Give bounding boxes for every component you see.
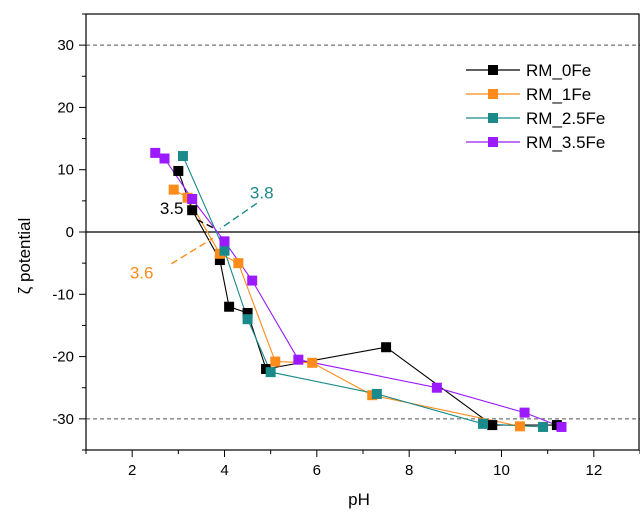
- data-point: [233, 258, 244, 269]
- data-point: [168, 184, 179, 195]
- legend-marker: [488, 89, 498, 99]
- legend: RM_0Fe RM_1Fe RM_2.5Fe RM_3.5Fe: [466, 61, 605, 152]
- data-point: [242, 314, 253, 325]
- data-point: [219, 245, 230, 256]
- annotation-label: 3.8: [250, 183, 274, 202]
- x-tick-label: 12: [585, 462, 602, 479]
- annotation-leader: [219, 202, 258, 230]
- x-tick-label: 10: [493, 462, 510, 479]
- x-tick-label: 2: [128, 462, 136, 479]
- data-point: [538, 421, 549, 432]
- data-point: [173, 165, 184, 176]
- data-point: [150, 147, 161, 158]
- y-tick-label: 10: [57, 162, 74, 179]
- y-tick-label: 30: [57, 37, 74, 54]
- reference-lines: [86, 44, 640, 420]
- data-point: [247, 275, 258, 286]
- y-tick-label: -30: [52, 411, 74, 428]
- data-point: [431, 382, 442, 393]
- data-point: [242, 307, 253, 318]
- data-point: [270, 356, 281, 367]
- legend-marker: [488, 137, 498, 147]
- data-point: [214, 255, 225, 266]
- series-line-2: [182, 155, 544, 428]
- data-point: [371, 388, 382, 399]
- y-axis-label: ζ potential: [15, 218, 34, 295]
- series-line-3: [155, 152, 562, 428]
- legend-label: RM_1Fe: [526, 85, 591, 104]
- y-tick-label: 20: [57, 99, 74, 116]
- data-point: [177, 151, 188, 162]
- data-point: [478, 418, 489, 429]
- annotation-leader: [196, 218, 216, 230]
- data-point: [187, 205, 198, 216]
- annotation-label: 3.5: [160, 199, 184, 218]
- data-point: [159, 153, 170, 164]
- legend-label: RM_2.5Fe: [526, 109, 605, 128]
- data-point: [187, 193, 198, 204]
- legend-label: RM_0Fe: [526, 61, 591, 80]
- annotations: 3.5 3.6 3.8: [130, 183, 274, 282]
- data-point: [307, 357, 318, 368]
- legend-marker: [488, 113, 498, 123]
- x-axis-ticks: 2 4 6 8 10 12: [85, 450, 640, 479]
- y-tick-label: 0: [66, 224, 74, 241]
- data-point: [265, 367, 276, 378]
- x-tick-label: 8: [405, 462, 413, 479]
- series-lines: [155, 152, 562, 428]
- data-point: [381, 342, 392, 353]
- data-point: [556, 421, 567, 432]
- y-tick-label: -20: [52, 349, 74, 366]
- legend-label: RM_3.5Fe: [526, 133, 605, 152]
- data-point: [514, 421, 525, 432]
- y-axis-ticks: -30 -20 -10 0 10 20 30: [52, 13, 86, 451]
- data-point: [487, 420, 498, 431]
- data-point: [224, 301, 235, 312]
- annotation-label: 3.6: [130, 264, 154, 283]
- data-point: [519, 407, 530, 418]
- x-tick-label: 6: [313, 462, 321, 479]
- x-axis-label: pH: [348, 490, 370, 509]
- annotation-leader: [171, 237, 214, 265]
- data-point: [293, 354, 304, 365]
- data-point: [219, 236, 230, 247]
- series-markers: [150, 147, 567, 432]
- x-tick-label: 4: [220, 462, 228, 479]
- series-line-0: [177, 170, 557, 426]
- legend-marker: [488, 65, 498, 75]
- y-tick-label: -10: [52, 286, 74, 303]
